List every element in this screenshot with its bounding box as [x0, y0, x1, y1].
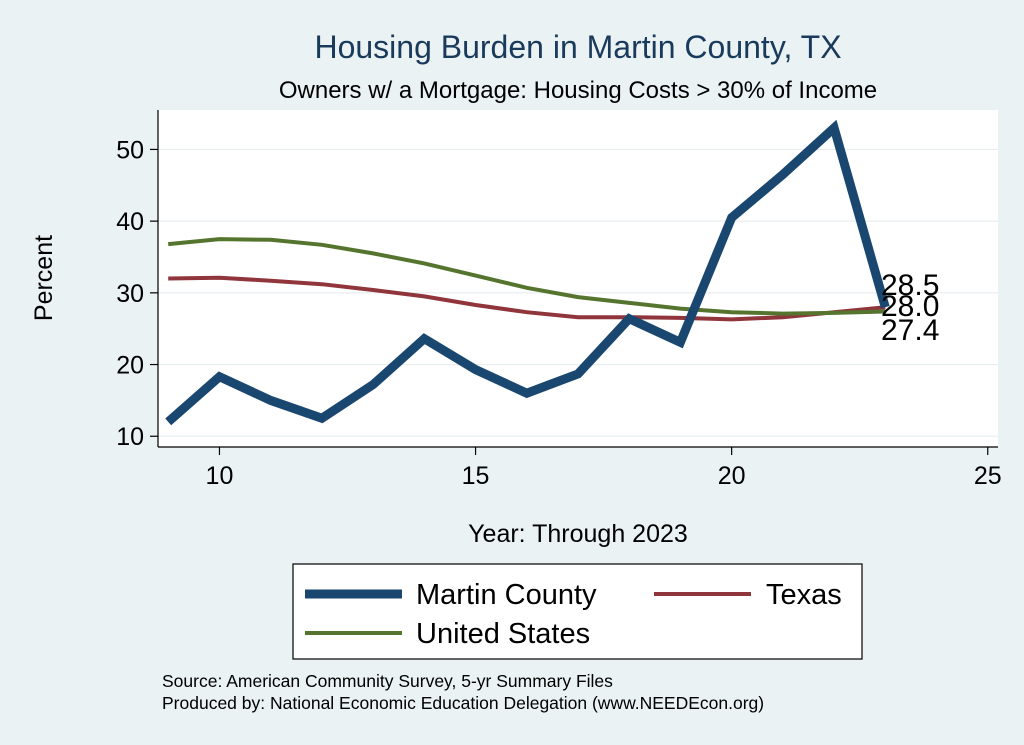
y-tick-label: 30 — [116, 280, 144, 308]
produced-by-note: Produced by: National Economic Education… — [162, 693, 764, 713]
x-tick-label: 15 — [462, 462, 490, 490]
legend: Martin County Texas United States — [292, 563, 863, 660]
y-tick-label: 10 — [116, 423, 144, 451]
series-line-texas — [168, 275, 886, 322]
chart-title: Housing Burden in Martin County, TX — [314, 29, 841, 65]
x-axis: 10 15 20 25 — [158, 446, 1002, 490]
y-tick-label: 20 — [116, 352, 144, 380]
end-label-1: 28.5 — [881, 269, 939, 302]
y-tick-label: 40 — [116, 208, 144, 236]
y-axis-title: Percent — [30, 235, 58, 321]
plot-area — [158, 110, 998, 447]
legend-label-martin-county: Martin County — [416, 579, 597, 611]
end-label-3: 27.4 — [881, 314, 939, 347]
series-lines — [165, 119, 890, 426]
chart-subtitle: Owners w/ a Mortgage: Housing Costs > 30… — [279, 77, 877, 104]
source-note: Source: American Community Survey, 5-yr … — [162, 671, 613, 691]
x-tick-label: 10 — [206, 462, 234, 490]
y-tick-label: 50 — [116, 136, 144, 164]
x-tick-label: 20 — [718, 462, 746, 490]
series-line-united-states — [168, 237, 886, 316]
legend-label-united-states: United States — [416, 618, 590, 650]
legend-label-texas: Texas — [766, 579, 842, 611]
x-tick-label: 25 — [974, 462, 1002, 490]
x-axis-title: Year: Through 2023 — [468, 520, 688, 548]
legend-box — [292, 563, 863, 660]
end-label-2: 28.0 — [881, 290, 939, 323]
y-axis: 10 20 30 40 50 — [116, 110, 159, 451]
series-line-martin-county — [165, 119, 890, 426]
